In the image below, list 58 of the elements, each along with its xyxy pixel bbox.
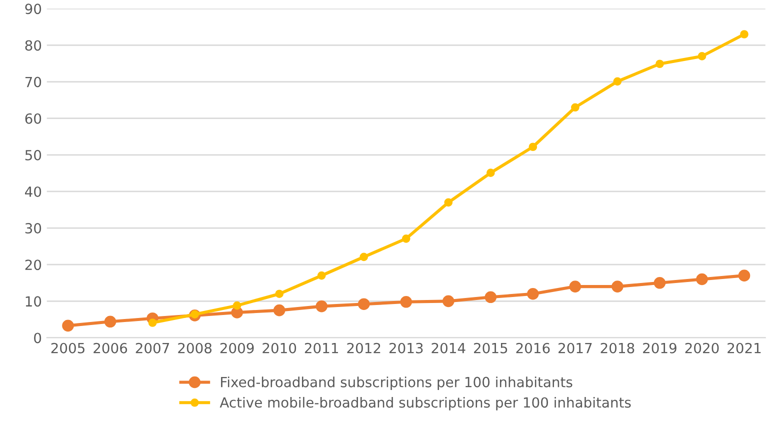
point [612,280,624,292]
point [273,304,286,316]
x-tick-label: 2005 [51,342,84,354]
y-tick-label: 50 [25,150,42,160]
point [232,301,242,310]
y-tick-label: 80 [25,40,42,51]
x-tick-label: 2018 [600,342,634,354]
point [104,316,116,328]
x-tick-label: 2013 [389,342,423,354]
x-tick-label: 2017 [558,342,592,354]
x-tick-label: 2015 [474,342,508,354]
point [738,270,750,282]
point [442,295,454,308]
point [358,298,370,310]
legend-label: Fixed-broadband subscriptions per 100 inhabitants [221,376,572,390]
point [527,288,539,300]
point [148,318,157,327]
point [316,300,328,312]
point [740,30,748,38]
x-tick-label: 2006 [94,342,128,354]
x-tick-label: 2020 [685,342,719,354]
point [486,168,495,177]
point [402,234,410,243]
legend-label: Active mobile-broadband subscriptions per 100 inhabitants [220,396,631,410]
y-tick-label: 90 [25,4,42,14]
point [317,271,326,280]
point [656,60,664,68]
y-tick-label: 40 [25,186,42,197]
point [62,320,74,332]
point [275,290,284,298]
point [444,198,453,207]
point [698,52,706,60]
point [528,142,538,152]
x-tick-label: 2010 [262,342,296,354]
y-tick-label: 20 [25,260,42,270]
y-tick-label: 30 [25,223,42,234]
x-tick-label: 2009 [220,342,254,354]
point [360,252,368,262]
x-tick-label: 2008 [178,342,212,354]
x-tick-label: 2016 [516,342,550,354]
point [569,280,582,292]
point [190,310,199,319]
x-tick-label: 2007 [136,342,170,354]
x-tick-label: 2014 [432,342,466,354]
y-tick-label: 0 [34,332,42,344]
point [696,273,708,286]
point [571,103,580,112]
x-tick-label: 2012 [347,342,380,354]
x-tick-label: 2019 [643,342,676,354]
y-tick-label: 60 [25,113,42,124]
point [613,77,622,86]
x-tick-label: 2021 [728,342,761,354]
x-tick-label: 2011 [304,342,338,354]
y-tick-label: 10 [26,296,42,307]
point [484,291,497,304]
point [654,276,666,289]
y-tick-label: 70 [25,76,42,88]
point [400,296,412,308]
